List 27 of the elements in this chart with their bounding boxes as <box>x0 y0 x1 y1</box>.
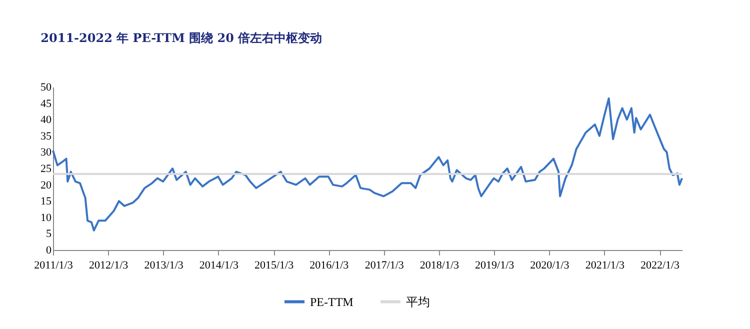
x-tick-label: 2020/1/3 <box>530 260 570 272</box>
y-tick-label: 30 <box>40 146 52 159</box>
y-tick-label: 25 <box>40 163 52 175</box>
y-tick-label: 0 <box>46 244 52 256</box>
legend-label: PE-TTM <box>310 294 354 309</box>
chart-title: 2011-2022 年 PE-TTM 围绕 20 倍左右中枢变动 <box>40 31 322 45</box>
y-tick-label: 50 <box>40 82 52 94</box>
x-tick-label: 2021/1/3 <box>585 260 625 272</box>
x-tick-label: 2012/1/3 <box>89 260 129 272</box>
y-tick-label: 40 <box>40 114 52 126</box>
legend-label: 平均 <box>406 294 430 309</box>
x-tick-label: 2018/1/3 <box>420 260 460 272</box>
y-tick-label: 45 <box>40 98 52 110</box>
y-tick-label: 15 <box>40 196 52 208</box>
y-tick-label: 20 <box>40 179 52 192</box>
x-tick-label: 2013/1/3 <box>144 260 184 272</box>
line-series <box>52 97 683 232</box>
y-tick-label: 5 <box>46 228 52 240</box>
x-tick-label: 2019/1/3 <box>475 260 515 272</box>
x-tick-label: 2017/1/3 <box>364 260 404 272</box>
x-tick-label: 2011/1/3 <box>34 260 74 272</box>
x-tick-label: 2016/1/3 <box>310 260 350 272</box>
y-tick-label: 10 <box>40 212 52 224</box>
y-tick-label: 35 <box>40 130 52 142</box>
x-tick-label: 2022/1/3 <box>640 260 680 272</box>
x-tick-label: 2015/1/3 <box>254 260 294 272</box>
x-tick-label: 2014/1/3 <box>199 260 239 272</box>
